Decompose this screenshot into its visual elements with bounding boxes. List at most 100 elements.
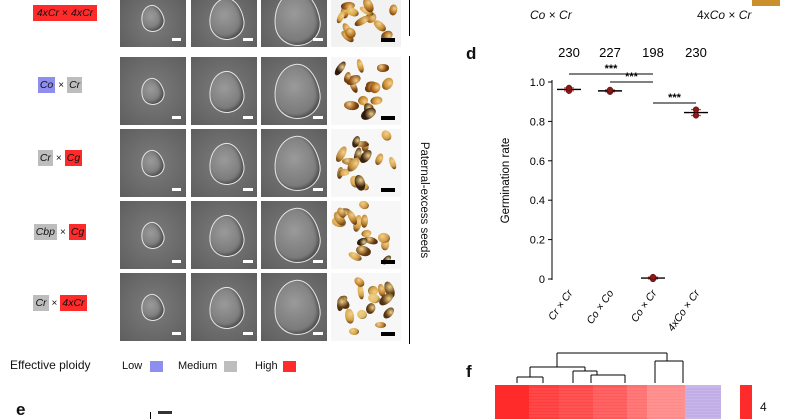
seed-micrograph (120, 0, 186, 47)
embryo-outline (206, 68, 248, 116)
panel-letter-f: f (466, 362, 472, 381)
panel-letter-e: e (16, 400, 26, 419)
seed (355, 235, 369, 247)
heatmap-column (627, 385, 647, 419)
top-label-a: Co (530, 8, 546, 22)
seed (361, 214, 369, 229)
x-category-label: Co × Cr (629, 287, 660, 324)
seed-micrograph (191, 0, 257, 47)
seed-micrograph (191, 57, 257, 125)
embryo-outline (137, 219, 167, 253)
seed-micrograph (120, 57, 186, 125)
seed (355, 58, 366, 75)
seed (388, 4, 398, 17)
heatmap-column (647, 385, 685, 419)
embryo-outline (137, 75, 167, 109)
cross-chip-maternal: Co (37, 77, 56, 93)
heatmap-column (685, 385, 721, 419)
seed-photo (331, 0, 401, 47)
scale-bar (172, 260, 181, 263)
legend-title: Effective ploidy (10, 358, 91, 372)
scale-bar (313, 332, 323, 335)
y-tick-label: 0.4 (530, 195, 545, 207)
scale-bar (313, 38, 323, 41)
seed-micrograph (261, 0, 327, 47)
cross-label-row-4: Cbp × Cg (33, 224, 87, 240)
heatmap-column (529, 385, 559, 419)
scale-bar (313, 116, 323, 119)
seed (373, 152, 385, 167)
cross-label-row-2: Co × Cr (37, 77, 83, 93)
seed-micrograph (191, 273, 257, 341)
top-label-a2: Co (709, 8, 726, 22)
scale-bar (172, 116, 181, 119)
seed (380, 305, 396, 321)
heatmap-scale-value: 4 (760, 400, 767, 414)
panel-letter-d: d (466, 44, 477, 63)
seed-micrograph (191, 201, 257, 269)
x-category-label: Cr × Cr (546, 287, 576, 322)
cross-label-row-1: 4xCr × 4xCr (30, 2, 100, 24)
heatmap-color-scale (740, 385, 752, 419)
germination-rate-chart: 0 0.2 0.4 0.6 0.8 1.0 Germination rate 230 227 19… (500, 45, 708, 334)
data-point (692, 106, 700, 113)
legend-medium-label: Medium (178, 360, 218, 372)
seed (370, 96, 384, 106)
seed-photo (331, 201, 401, 269)
data-point (606, 86, 614, 93)
scale-bar (381, 332, 395, 336)
embryo-outline (270, 277, 324, 339)
bracket-line (409, 56, 410, 344)
seed-photo (331, 273, 401, 341)
scale-bar (313, 260, 323, 263)
cross-chip-paternal: Cr (67, 77, 83, 93)
cross-chip-paternal: 4xCr (60, 295, 87, 311)
heatmap-column (559, 385, 593, 419)
seed-micrograph (120, 201, 186, 269)
cross-chip-paternal: Cg (64, 150, 83, 166)
scale-bar (381, 260, 395, 264)
seed (357, 201, 370, 211)
sample-count: 227 (599, 45, 621, 60)
significance-label: *** (605, 63, 619, 75)
data-point (692, 112, 700, 119)
top-label-prefix: 4x (697, 8, 710, 22)
y-tick-label: 0.6 (530, 156, 545, 168)
seed (348, 327, 359, 336)
seed (387, 155, 399, 171)
seed-micrograph (261, 201, 327, 269)
scale-bar (243, 38, 253, 41)
cross-label-row-3: Cr × Cg (37, 150, 83, 166)
seed (344, 307, 356, 325)
seed-photo (331, 57, 401, 125)
scale-bar (243, 260, 253, 263)
embryo-outline (270, 133, 324, 195)
seed-micrograph (191, 129, 257, 197)
expression-heatmap (495, 352, 752, 419)
scale-bar (172, 38, 181, 41)
significance-label: *** (625, 71, 639, 83)
data-point (565, 84, 573, 92)
x-category-label: 4xCo × Cr (665, 287, 702, 333)
scale-bar (243, 188, 253, 191)
seed-micrograph (120, 273, 186, 341)
top-label-4xco-cr: 4xCo × Cr (697, 8, 751, 22)
y-tick-label: 0.8 (530, 116, 545, 128)
embryo-outline (270, 205, 324, 267)
sample-count: 230 (558, 45, 580, 60)
top-label-co-cr: Co × Cr (530, 8, 572, 22)
seed-micrograph (261, 57, 327, 125)
sample-count: 198 (642, 45, 664, 60)
data-point (649, 273, 657, 281)
seed (380, 75, 396, 92)
embryo-outline (206, 140, 248, 188)
legend-medium-swatch (224, 361, 237, 372)
cross-chip-paternal: Cg (68, 224, 87, 240)
significance-label: *** (668, 92, 682, 104)
embryo-outline (137, 291, 167, 325)
cross-label-row-5: Cr × 4xCr (33, 295, 87, 311)
y-tick-label: 1.0 (530, 77, 545, 89)
embryo-outline (206, 212, 248, 260)
seed (379, 129, 394, 143)
scale-bar (243, 116, 253, 119)
